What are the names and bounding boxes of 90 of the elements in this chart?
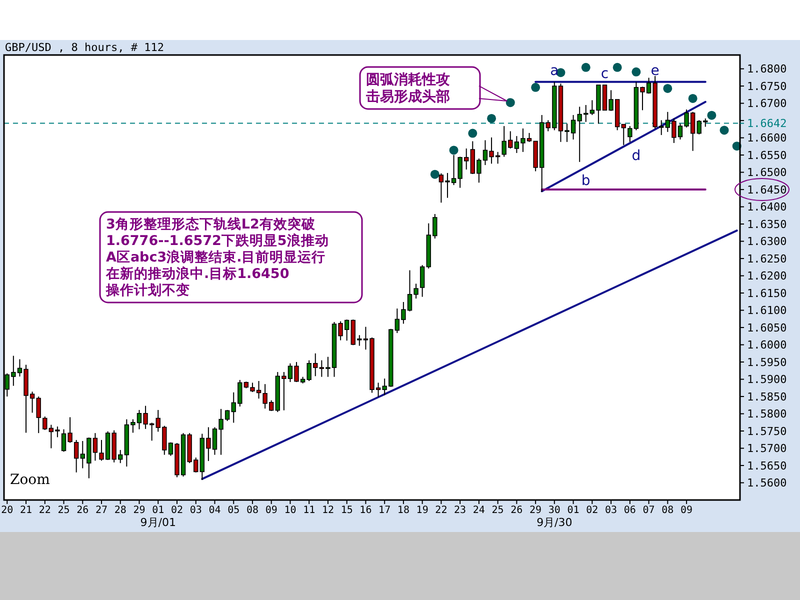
x-tick-label: 23 <box>454 505 466 516</box>
x-tick-label: 29 <box>133 505 146 516</box>
x-tick-label: 08 <box>662 505 674 516</box>
candlestick <box>42 416 48 430</box>
x-tick-label: 02 <box>586 505 598 516</box>
y-tick-label: 1.6250 <box>747 252 787 266</box>
x-tick-label: 03 <box>190 505 202 516</box>
y-tick-label: 1.6300 <box>747 235 787 248</box>
point <box>612 62 622 72</box>
y-tick-label: 1.5950 <box>747 356 787 369</box>
point <box>581 62 590 72</box>
x-tick-label: 30 <box>548 505 560 516</box>
y-tick-label: 1.6150 <box>747 286 787 300</box>
text: 9月/01 <box>140 516 176 529</box>
annotation: d <box>632 148 641 164</box>
x-tick-label: 17 <box>378 505 391 516</box>
y-tick-label: 1.5750 <box>747 424 787 438</box>
point <box>506 98 515 108</box>
x-tick-label: 21 <box>20 505 32 516</box>
point <box>720 126 729 135</box>
y-tick-label: 1.6550 <box>747 148 787 162</box>
annotation: e <box>650 62 660 79</box>
x-tick-label: 24 <box>472 505 485 516</box>
point <box>688 94 698 103</box>
annotation: c <box>600 66 609 82</box>
y-tick-label: 1.6350 <box>747 218 787 231</box>
y-tick-label: 1.6050 <box>747 321 787 334</box>
point <box>663 84 672 93</box>
x-tick-label: 27 <box>95 505 108 516</box>
x-tick-label: 11 <box>303 505 316 516</box>
y-tick-label: 1.6800 <box>747 62 787 76</box>
x-tick-label: 01 <box>567 505 580 516</box>
point <box>487 114 496 123</box>
y-tick-label: 1.6200 <box>747 270 787 283</box>
y-tick-label: 1.5650 <box>747 459 787 472</box>
x-tick-label: 04 <box>208 505 221 516</box>
x-tick-label: 10 <box>284 505 296 516</box>
annotation: b <box>581 172 590 189</box>
x-tick-label: 06 <box>624 505 636 516</box>
point <box>632 67 641 76</box>
text: 9月/30 <box>536 516 572 529</box>
x-tick-label: 05 <box>228 505 240 516</box>
annotation: 圆弧消耗性攻击易形成头部 <box>365 72 450 105</box>
y-tick-label: 1.6750 <box>747 80 787 93</box>
x-tick-label: 15 <box>340 505 353 516</box>
y-tick-label: 1.5800 <box>747 408 787 421</box>
x-tick-label: 02 <box>170 505 184 516</box>
chart-title: GBP/USD , 8 hours, # 112 <box>5 41 164 54</box>
y-tick-label: 1.6450 <box>747 183 787 196</box>
candlestick <box>74 439 79 473</box>
y-tick-label: 1.5700 <box>747 442 787 456</box>
y-tick-label: 1.5600 <box>747 476 787 490</box>
point <box>449 146 458 155</box>
ref-line-label: 1.6642 <box>747 117 787 130</box>
x-tick-label: 16 <box>360 505 372 516</box>
x-tick-label: 26 <box>76 505 89 516</box>
x-tick-label: 12 <box>322 505 334 516</box>
y-tick-label: 1.6400 <box>747 200 787 214</box>
y-tick-label: 1.6000 <box>747 338 787 352</box>
annotation: 3角形整理形态下轨线L2有效突破1.6776--1.6572下跌明显5浪推动A区abc3浪调整结束.目前明显运行在新的推动浪中.目标1.6450操作计划不变 <box>105 216 329 298</box>
y-tick-label: 1.6500 <box>747 166 787 180</box>
x-tick-label: 09 <box>265 505 278 516</box>
x-tick-label: 28 <box>114 505 126 516</box>
y-tick-label: 1.6700 <box>747 97 787 110</box>
x-tick-label: 22 <box>38 505 51 516</box>
x-tick-label: 18 <box>397 505 410 516</box>
y-tick-label: 1.5850 <box>747 390 787 404</box>
point <box>430 170 440 179</box>
y-tick-label: 1.6100 <box>747 304 787 318</box>
point <box>707 110 716 120</box>
x-tick-label: 03 <box>605 505 618 516</box>
x-tick-label: 25 <box>492 505 504 516</box>
y-tick-label: 1.5900 <box>747 373 787 386</box>
x-tick-label: 08 <box>246 505 258 516</box>
y-tick-label: 1.6600 <box>747 132 787 145</box>
x-tick-label: 22 <box>435 505 448 516</box>
x-tick-label: 29 <box>530 505 542 516</box>
x-tick-label: 26 <box>510 505 523 516</box>
candlestick <box>420 264 425 298</box>
annotation: a <box>550 62 559 79</box>
annotation: Zoom <box>10 472 50 488</box>
x-tick-label: 09 <box>680 505 693 516</box>
x-tick-label: 25 <box>58 505 70 516</box>
x-tick-label: 01 <box>152 505 164 516</box>
point <box>468 128 478 138</box>
x-tick-label: 07 <box>642 505 655 516</box>
point <box>531 82 540 92</box>
x-tick-label: 20 <box>1 505 14 516</box>
x-tick-label: 19 <box>416 505 428 516</box>
candlestick <box>621 124 626 146</box>
